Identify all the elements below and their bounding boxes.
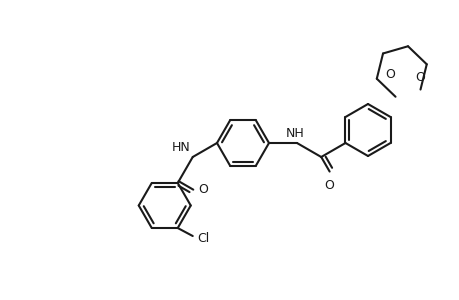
- Text: NH: NH: [285, 127, 304, 140]
- Text: HN: HN: [172, 141, 190, 154]
- Text: Cl: Cl: [197, 232, 209, 244]
- Text: O: O: [324, 178, 334, 191]
- Text: O: O: [198, 183, 208, 196]
- Text: O: O: [384, 68, 394, 81]
- Text: O: O: [414, 70, 425, 83]
